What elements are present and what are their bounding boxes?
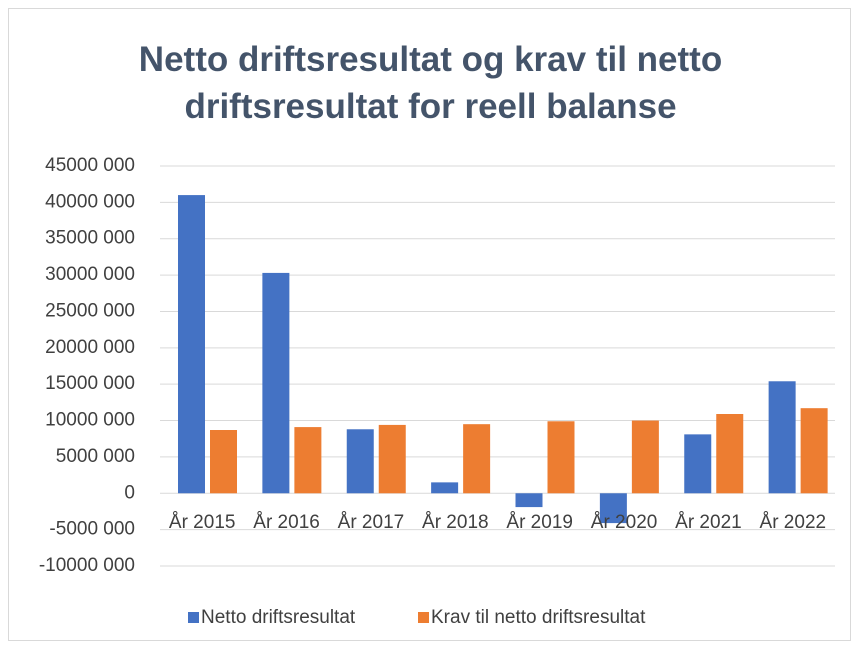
y-tick-label: 45000 000: [45, 155, 135, 176]
y-tick-label: 20000 000: [45, 337, 135, 358]
bar: [800, 408, 828, 494]
bar: [463, 424, 491, 494]
bar: [684, 434, 712, 494]
y-tick-label: -10000 000: [39, 555, 135, 576]
bar: [346, 429, 374, 494]
bar: [515, 493, 543, 508]
bar: [431, 482, 459, 494]
bar: [631, 420, 659, 494]
bar: [599, 493, 627, 524]
bar: [294, 427, 322, 494]
legend-label: Krav til netto driftsresultat: [431, 607, 646, 628]
bar: [378, 424, 406, 494]
y-tick-label: 5000 000: [56, 446, 135, 467]
legend-swatch: [418, 612, 429, 623]
y-tick-label: 15000 000: [45, 373, 135, 394]
y-tick-label: 40000 000: [45, 191, 135, 212]
y-tick-label: 35000 000: [45, 228, 135, 249]
chart-frame: [8, 8, 851, 641]
y-tick-label: -5000 000: [49, 519, 135, 540]
x-tick-label: År 2020: [591, 512, 658, 533]
x-tick-label: År 2021: [675, 512, 742, 533]
bar: [262, 272, 290, 494]
x-tick-label: År 2016: [253, 512, 320, 533]
y-tick-label: 0: [124, 482, 135, 503]
x-tick-label: År 2018: [422, 512, 489, 533]
legend-label: Netto driftsresultat: [201, 607, 356, 628]
x-tick-label: År 2017: [338, 512, 405, 533]
legend-swatch: [188, 612, 199, 623]
x-tick-label: År 2019: [506, 512, 573, 533]
chart-title: Netto driftsresultat og krav til netto d…: [138, 40, 723, 126]
bar: [547, 421, 575, 494]
bar: [768, 381, 796, 494]
bar: [210, 430, 237, 494]
y-tick-label: 10000 000: [45, 410, 135, 431]
x-tick-label: År 2022: [760, 512, 827, 533]
y-tick-label: 30000 000: [45, 264, 135, 285]
y-tick-label: 25000 000: [45, 300, 135, 321]
bar: [178, 195, 205, 494]
x-tick-label: År 2015: [169, 512, 236, 533]
bar: [716, 414, 744, 494]
